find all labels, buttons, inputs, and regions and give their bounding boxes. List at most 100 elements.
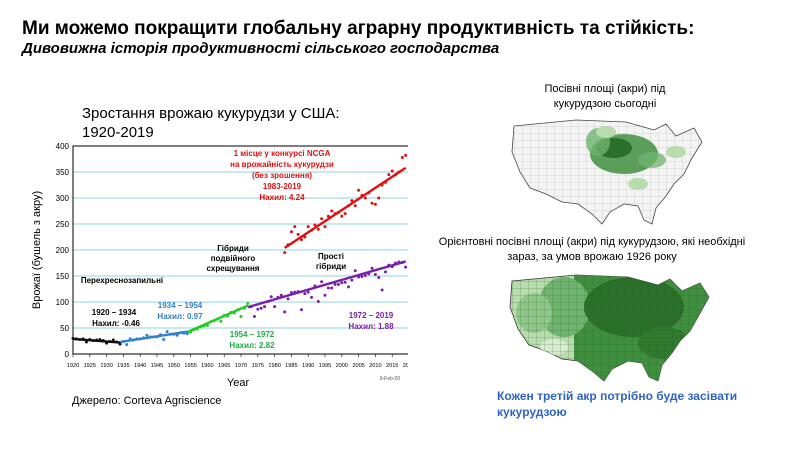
era3-slope-label: Нахил: 2.82 (229, 341, 275, 350)
data-point-era3 (199, 325, 203, 329)
data-point-era3 (229, 310, 233, 314)
data-point-era3 (195, 327, 199, 331)
y-tick-label: 300 (56, 194, 70, 203)
data-point-contest (373, 202, 377, 206)
contest-label-4: 1983-2019 (263, 182, 302, 191)
data-point-era4 (400, 260, 404, 264)
data-point-era3 (192, 328, 196, 332)
map-corn-acres-today (511, 119, 703, 225)
data-point-contest (286, 243, 290, 247)
y-axis-label: Врожаї (бушель з акру) (31, 191, 43, 309)
data-point-era2 (131, 338, 135, 342)
data-point-contest (347, 204, 351, 208)
data-point-era4 (404, 265, 408, 269)
corn-yield-chart: 0 50 100 150 200 250 300 350 400 1920 1925 1930 1935… (31, 142, 408, 389)
slide-subtitle: Дивовижна історія продуктивності сільськ… (22, 40, 500, 57)
single-cross-label-1: Прості (318, 252, 344, 261)
chart-heading-line1: Зростання врожаю кукурудзи у США: (82, 105, 340, 122)
data-point-era1 (118, 342, 122, 346)
chart-heading: Зростання врожаю кукурудзи у США: 1920-2… (82, 104, 382, 142)
data-point-contest (333, 212, 337, 216)
data-point-era4 (299, 308, 303, 312)
data-point-era2 (128, 337, 132, 341)
data-point-era4 (357, 275, 361, 279)
data-point-era3 (212, 319, 216, 323)
x-tick-label: 1945 (151, 363, 163, 369)
chart-heading-line2: 1920-2019 (82, 124, 154, 141)
data-point-era4 (269, 295, 273, 299)
data-point-contest (289, 230, 293, 234)
data-point-era3 (202, 324, 206, 328)
data-point-era4 (373, 272, 377, 276)
data-point-contest (283, 251, 287, 255)
data-point-era1 (98, 337, 102, 341)
openpol-label: Перехреснозапильні (81, 276, 163, 285)
data-point-era4 (367, 272, 371, 276)
x-tick-label: 1970 (235, 363, 247, 369)
map2-caption-line1: Орієнтовні посівні площі (акри) під куку… (438, 236, 746, 248)
x-tick-label: 1975 (252, 363, 264, 369)
data-point-contest (394, 173, 398, 177)
x-tick-label: 2020 (403, 363, 408, 369)
data-point-era4 (249, 305, 253, 309)
data-point-era2 (142, 336, 146, 340)
data-point-era4 (333, 282, 337, 286)
data-point-era1 (101, 338, 105, 342)
data-point-era1 (115, 340, 119, 344)
data-point-contest (323, 225, 327, 229)
x-tick-label: 1955 (184, 363, 196, 369)
data-point-contest (320, 217, 324, 221)
data-point-era4 (360, 275, 364, 279)
data-point-era3 (246, 302, 250, 306)
data-point-era3 (189, 330, 193, 334)
data-point-era1 (105, 341, 109, 345)
data-point-era4 (394, 261, 398, 265)
y-tick-label: 200 (56, 246, 70, 255)
data-point-era2 (168, 332, 172, 336)
data-point-contest (330, 209, 334, 213)
data-point-era2 (125, 343, 129, 347)
data-point-era2 (182, 331, 186, 335)
data-point-contest (367, 191, 371, 195)
data-point-era3 (209, 320, 213, 324)
data-point-era3 (205, 323, 209, 327)
data-point-era4 (390, 265, 394, 269)
era3-range-label: 1954 – 1972 (230, 330, 275, 339)
data-point-era4 (279, 293, 283, 297)
data-point-era1 (78, 337, 82, 341)
x-tick-label: 1935 (117, 363, 129, 369)
data-point-era4 (343, 280, 347, 284)
data-point-era4 (263, 305, 267, 309)
data-point-era1 (84, 340, 88, 344)
y-tick-label: 150 (56, 272, 70, 281)
map1-caption: Посівні площі (акри) під кукурудзою сьог… (505, 82, 705, 112)
x-tick-label: 1940 (134, 363, 146, 369)
contest-slope-label: Нахил: 4.24 (259, 193, 305, 202)
data-point-contest (377, 196, 381, 200)
era1-slope-label: Нахил: -0.46 (92, 319, 140, 328)
data-point-era4 (347, 285, 351, 289)
data-point-era1 (81, 337, 85, 341)
map2-caption-line2: зараз, за умов врожаю 1926 року (507, 251, 677, 263)
data-point-era4 (330, 286, 334, 290)
data-point-era3 (232, 311, 236, 315)
data-point-contest (380, 183, 384, 187)
data-point-contest (343, 212, 347, 216)
data-point-era3 (239, 315, 243, 319)
data-point-era4 (293, 290, 297, 294)
x-axis-label: Year (227, 377, 250, 389)
data-point-contest (310, 228, 314, 232)
data-point-era1 (111, 338, 115, 342)
y-tick-label: 50 (60, 324, 69, 333)
data-point-era4 (363, 273, 367, 277)
data-point-era4 (387, 263, 391, 267)
double-cross-label-2: подвійного (211, 254, 256, 263)
data-point-contest (296, 232, 300, 236)
contest-label-3: (без зрошення) (252, 171, 312, 180)
data-point-era4 (306, 290, 310, 294)
single-cross-label-2: гібриди (316, 262, 346, 271)
x-tick-label: 1965 (218, 363, 230, 369)
map1-caption-line2: кукурудзою сьогодні (553, 98, 657, 110)
data-point-era4 (353, 269, 357, 273)
note-every-third-acre: Кожен третій акр потрібно буде засівати … (497, 389, 738, 419)
